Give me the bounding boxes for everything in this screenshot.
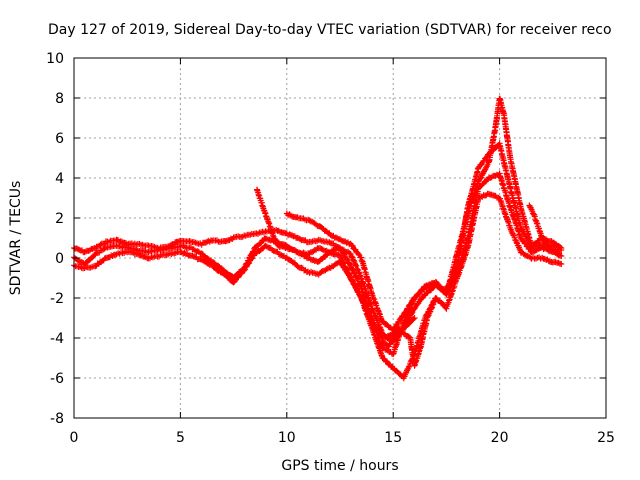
x-tick-label: 10 xyxy=(278,430,296,446)
plot-frame xyxy=(73,57,607,419)
y-tick-label: -2 xyxy=(50,291,64,307)
x-tick-label: 25 xyxy=(597,430,615,446)
series-trace-2 xyxy=(71,170,565,357)
y-tick-label: 6 xyxy=(55,131,64,147)
chart-title: Day 127 of 2019, Sidereal Day-to-day VTE… xyxy=(48,22,612,38)
series-markers xyxy=(71,170,565,357)
series-markers xyxy=(71,140,565,345)
y-tick-label: 4 xyxy=(55,171,64,187)
tick-labels: 0 5 10 15 20 25 -8 -6 -4 -2 0 2 4 6 8 10 xyxy=(46,51,615,446)
y-tick-label: 10 xyxy=(46,51,64,67)
y-tick-label: -8 xyxy=(50,411,64,427)
series-markers xyxy=(526,202,563,257)
series-trace-6 xyxy=(379,295,439,369)
x-tick-label: 20 xyxy=(491,430,509,446)
y-tick-label: -6 xyxy=(50,371,64,387)
x-tick-label: 5 xyxy=(176,430,185,446)
y-tick-label: 0 xyxy=(55,251,64,267)
axis-ticks xyxy=(73,57,607,419)
series-markers xyxy=(71,190,565,382)
series-trace-3 xyxy=(71,190,565,382)
y-tick-label: 8 xyxy=(55,91,64,107)
x-axis-label: GPS time / hours xyxy=(281,458,398,474)
series-trace-1 xyxy=(71,140,565,345)
x-tick-label: 0 xyxy=(70,430,79,446)
y-tick-label: -4 xyxy=(50,331,64,347)
y-tick-label: 2 xyxy=(55,211,64,227)
series-trace-7 xyxy=(526,202,563,257)
series-markers xyxy=(379,295,439,369)
x-tick-label: 15 xyxy=(384,430,402,446)
series-trace-5 xyxy=(283,95,565,333)
y-axis-label: SDTVAR / TECUs xyxy=(8,181,24,296)
series-markers xyxy=(283,95,565,333)
